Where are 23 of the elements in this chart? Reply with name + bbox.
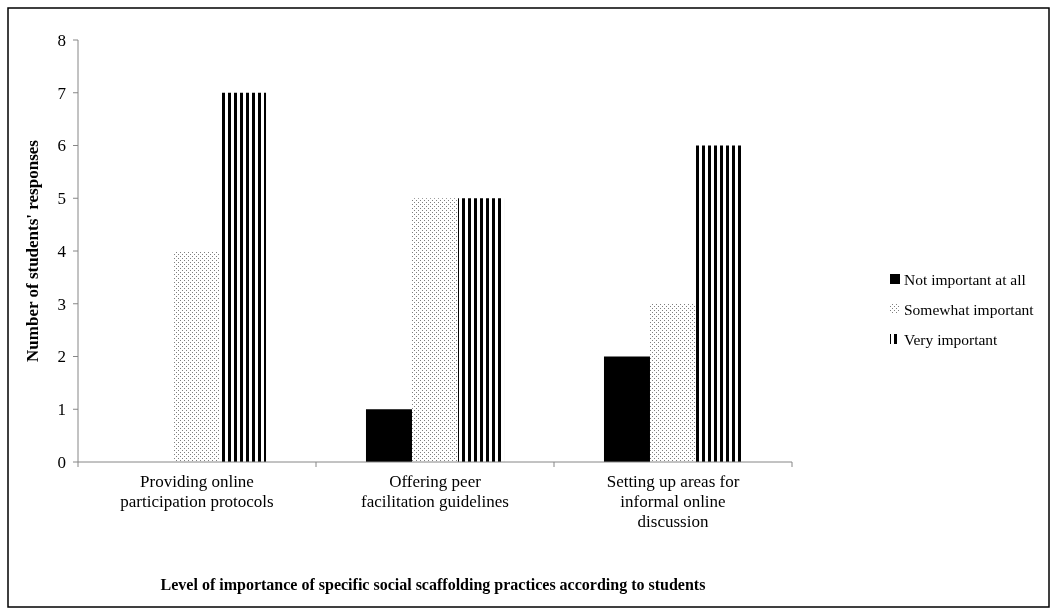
bar [603,356,650,462]
y-axis-title: Number of students' responses [23,139,42,362]
y-tick-label: 8 [57,30,66,50]
bar [696,145,743,462]
y-tick-label: 6 [57,136,66,156]
y-tick-label: 7 [57,83,67,103]
y-tick-label: 0 [57,452,66,472]
x-tick-label: Providing online participation protocols [120,472,274,511]
y-tick-label: 5 [57,189,66,209]
x-tick-label: Offering peer facilitation guidelines [361,472,509,511]
legend-label: Not important at all [904,271,1026,289]
bar [649,303,697,462]
y-tick-label: 3 [57,294,66,314]
x-axis-title: Level of importance of specific social scaffolding practices according to students [160,576,706,594]
x-tick-label: Setting up areas for informal online discussion [606,472,740,531]
bar [411,198,459,462]
legend-label: Somewhat important [904,301,1035,319]
legend-label: Very important [904,331,999,349]
y-tick-label: 1 [57,400,66,420]
bar [220,92,267,462]
bar [365,409,412,462]
y-tick-label: 4 [57,241,67,261]
y-tick-label: 2 [57,347,66,367]
